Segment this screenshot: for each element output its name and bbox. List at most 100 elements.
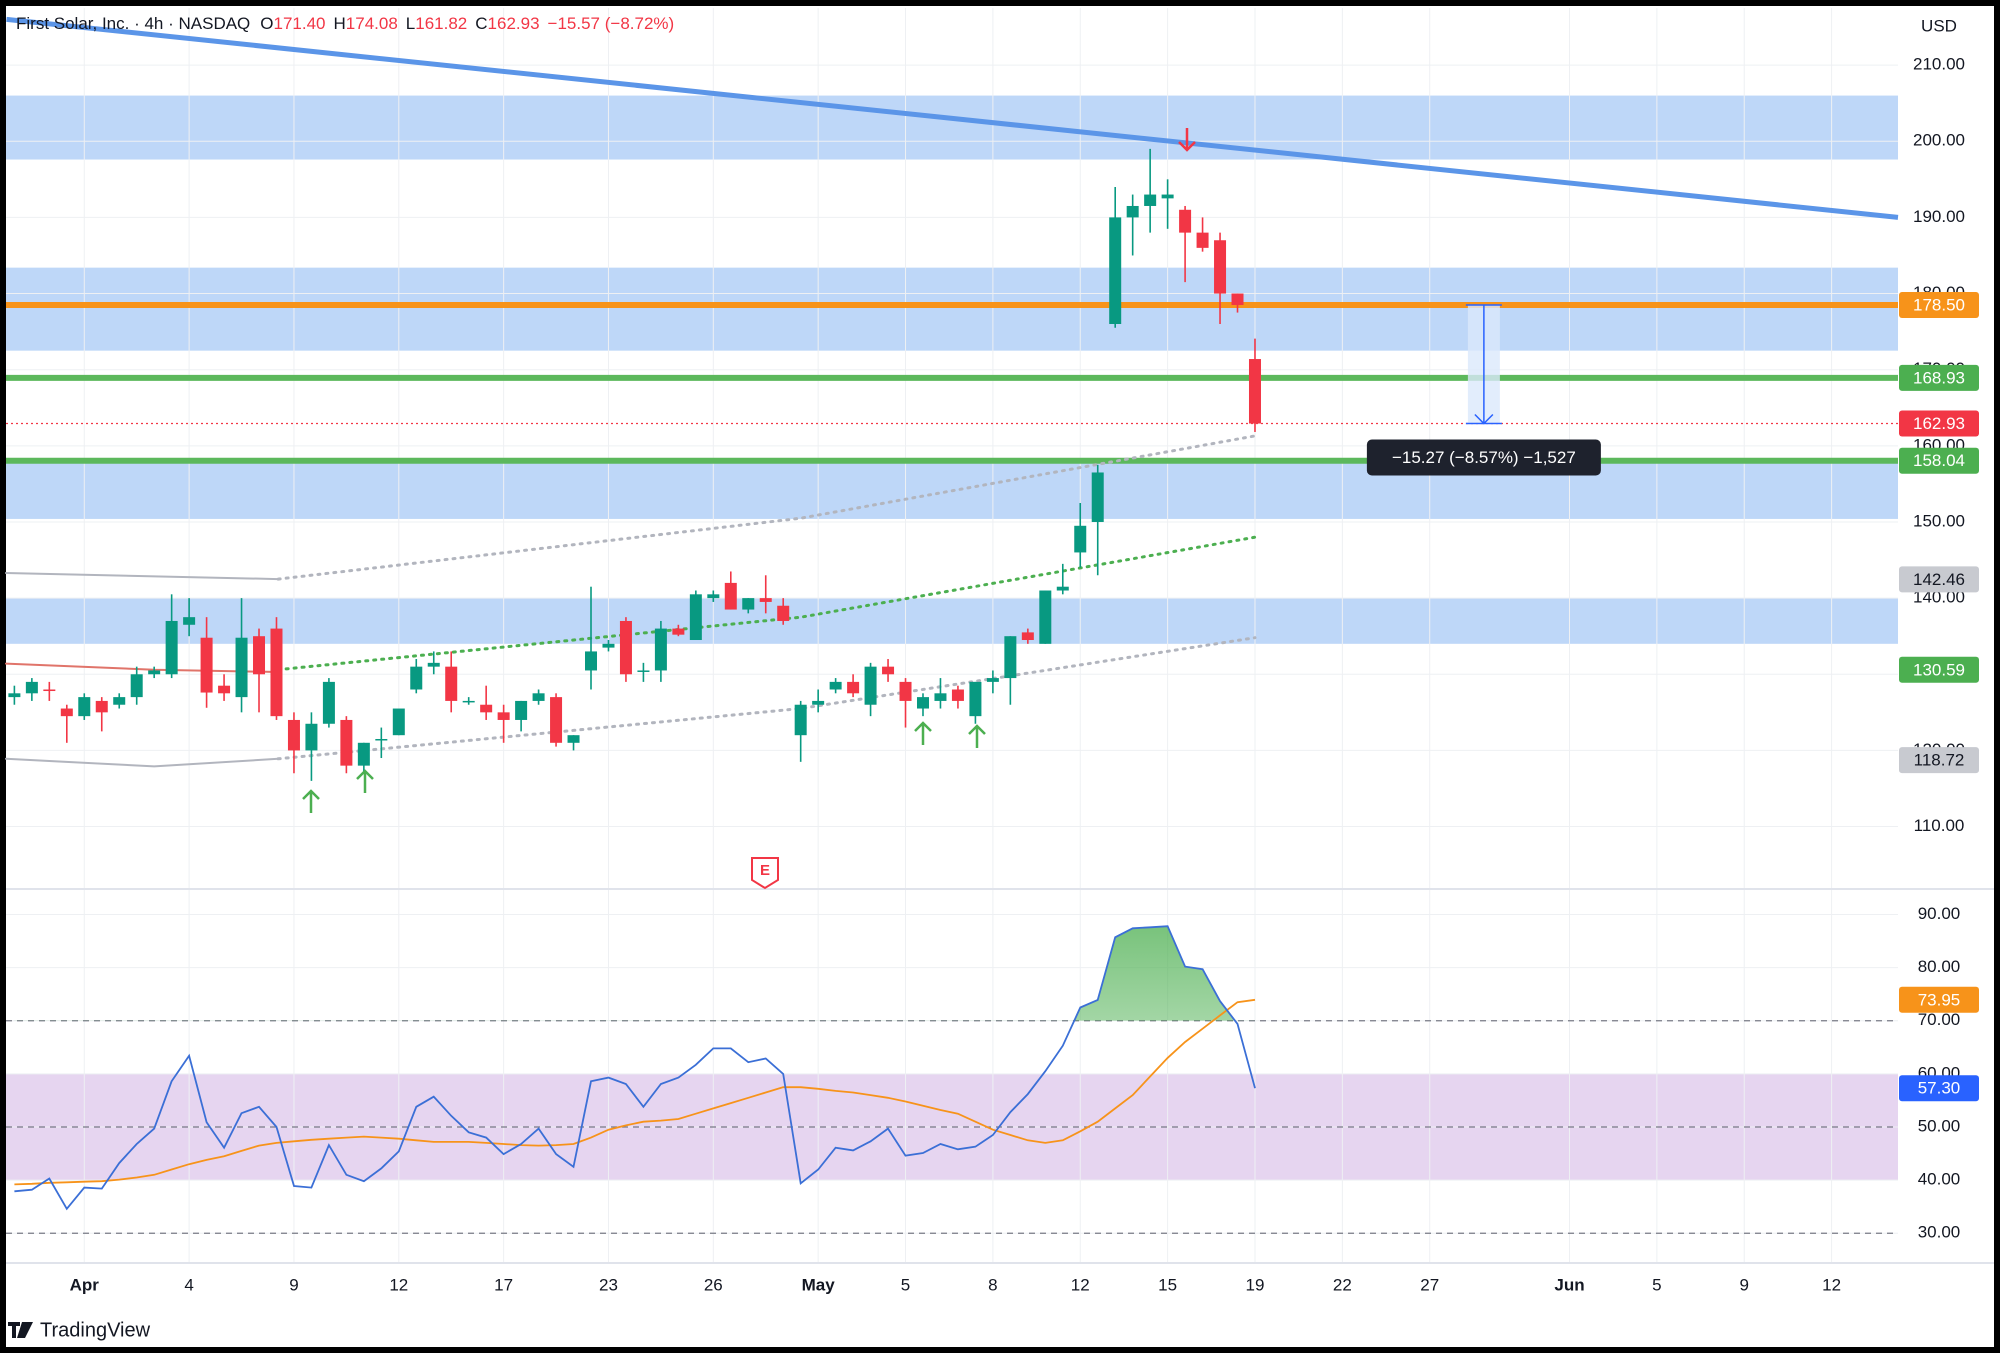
price-label-box (1899, 566, 1979, 593)
price-label-box (1899, 747, 1979, 774)
candle-body (934, 693, 947, 701)
currency: USD (1921, 16, 1957, 35)
candle-body (707, 594, 720, 599)
y-tick-label: 30.00 (1918, 1223, 1961, 1242)
candle-body (829, 681, 842, 690)
candle-body (1074, 525, 1087, 553)
candle-body (550, 697, 563, 743)
candle-body (340, 719, 353, 766)
y-tick-label: 110.00 (1914, 816, 1965, 835)
x-tick-label: 5 (901, 1275, 910, 1294)
band-line (276, 636, 1257, 761)
candle-body (427, 662, 440, 667)
candle-body (532, 693, 545, 701)
ohlc-value: 161.82 (415, 14, 467, 33)
candle-body (113, 697, 126, 705)
zone (6, 459, 1898, 519)
candle-body (357, 742, 370, 766)
candle-body (1248, 359, 1261, 424)
y-tick-label: 90.00 (1918, 904, 1961, 923)
price-label: 73.95 (1918, 990, 1961, 1009)
ohlc-value: 171.40 (274, 14, 326, 33)
candle-body (1039, 590, 1052, 644)
price-label: 57.30 (1918, 1079, 1961, 1098)
price-label: 118.72 (1914, 751, 1965, 770)
candle-body (724, 582, 737, 610)
rsi-line (14, 998, 1256, 1186)
x-tick-label: 12 (1822, 1275, 1841, 1294)
x-tick-label: 19 (1246, 1275, 1265, 1294)
x-tick-label: Apr (70, 1275, 100, 1294)
y-tick-label: 50.00 (1918, 1116, 1961, 1135)
candle-body (43, 689, 56, 692)
price-label: 178.50 (1913, 295, 1965, 314)
y-tick-label: 70.00 (1918, 1010, 1961, 1029)
price-label-box (1899, 364, 1979, 391)
price-label: 130.59 (1913, 660, 1965, 679)
symbol: First Solar, Inc. · 4h · NASDAQ (16, 14, 250, 33)
x-tick-label: 17 (494, 1275, 513, 1294)
band-line (5, 757, 280, 768)
layers: −15.27 (−8.57%) −1,527110.00120.00130.00… (5, 8, 1994, 1294)
band-line (5, 572, 280, 581)
zone (6, 95, 1898, 160)
x-tick-label: 12 (1071, 1275, 1090, 1294)
candle-body (60, 708, 73, 717)
candle-body (794, 704, 807, 736)
candle-body (462, 700, 475, 703)
candle-body (602, 643, 615, 648)
candle-body (689, 594, 702, 641)
candle-body (1109, 217, 1122, 325)
candle-body (916, 697, 929, 709)
x-tick-label: 5 (1652, 1275, 1661, 1294)
candle-body (567, 735, 580, 743)
candle-body (1004, 636, 1017, 679)
measure-label: −15.27 (−8.57%) −1,527 (1392, 448, 1576, 467)
candle-body (1056, 586, 1069, 591)
price-label: 168.93 (1913, 368, 1965, 387)
earnings-marker-text: E (760, 862, 770, 879)
price-label-box (1899, 291, 1979, 318)
candle-body (899, 681, 912, 701)
buy-arrow (968, 724, 986, 748)
measure-arrow (1465, 413, 1502, 425)
x-tick-label: 4 (184, 1275, 193, 1294)
price-label-box (1899, 447, 1979, 474)
candle-body (1161, 194, 1174, 199)
candle-body (130, 674, 143, 698)
x-tick-label: 9 (289, 1275, 298, 1294)
candle-body (1126, 205, 1139, 218)
x-tick-label: 8 (988, 1275, 997, 1294)
x-tick-label: 23 (599, 1275, 618, 1294)
trend-line (6, 16, 1899, 220)
x-tick-label: 12 (389, 1275, 408, 1294)
candle-body (969, 681, 982, 717)
x-tick-label: Jun (1554, 1275, 1584, 1294)
candle-body (165, 620, 178, 675)
candle-body (148, 670, 161, 675)
y-tick-label: 210.00 (1913, 55, 1965, 74)
candle-body (654, 628, 667, 671)
price-label-box (1899, 410, 1979, 437)
ohlc-key: L (406, 14, 415, 33)
candle-body (1144, 194, 1157, 206)
candle-body (986, 678, 999, 682)
ohlc-value: 162.93 (488, 14, 540, 33)
y-tick-label: 190.00 (1913, 207, 1965, 226)
candle-body (759, 598, 772, 602)
candle-body (619, 620, 632, 675)
candle-body (270, 628, 283, 717)
candle-body (218, 685, 231, 694)
candle-body (375, 738, 388, 741)
candle-body (1021, 632, 1034, 641)
band-line (276, 535, 1257, 672)
candle-body (1196, 232, 1209, 248)
logo-text: TradingView (40, 1319, 151, 1341)
x-tick-label: 26 (704, 1275, 723, 1294)
candle-body (951, 689, 964, 701)
candle-body (882, 666, 895, 675)
candle-body (1091, 472, 1104, 522)
price-label: 162.93 (1913, 414, 1965, 433)
candle-body (78, 697, 91, 717)
